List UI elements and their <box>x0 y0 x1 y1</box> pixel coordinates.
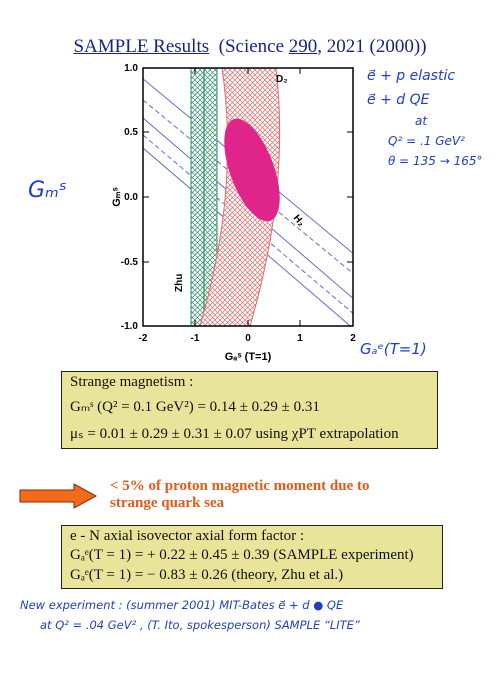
y-ticks <box>143 131 353 263</box>
d2-band-label: D₂ <box>276 74 288 85</box>
box2-sample-result: Gₐᵉ(T = 1) = + 0.22 ± 0.45 ± 0.39 (SAMPL… <box>70 547 414 563</box>
y-tick-label: -1.0 <box>121 321 139 332</box>
orange-arrow-icon <box>19 483 98 509</box>
axial-form-factor-box: e - N axial isovector axial form factor … <box>61 525 443 589</box>
title-main: SAMPLE Results <box>73 36 210 57</box>
arrow-text-line2: strange quark sea <box>110 495 225 511</box>
footer-note-line1: New experiment : (summer 2001) MIT-Bates… <box>20 598 344 612</box>
note-at: at <box>415 114 428 128</box>
note-gms: Gₘˢ <box>28 178 67 203</box>
slide-title: SAMPLE Results (Science 290, 2021 (2000)… <box>0 36 500 58</box>
x-tick-label: -1 <box>191 333 200 344</box>
box1-gms-result: Gₘˢ (Q² = 0.1 GeV²) = 0.14 ± 0.29 ± 0.31 <box>70 399 320 415</box>
title-ref-volume: 290 <box>288 36 318 57</box>
x-tick-label: 0 <box>245 333 251 344</box>
footer-note-line2: at Q² = .04 GeV² , (T. Ito, spokesperson… <box>40 618 360 632</box>
note-q2: Q² = .1 GeV² <box>388 134 465 148</box>
arrow-text-line1: < 5% of proton magnetic moment due to <box>110 478 370 494</box>
note-theta: θ = 135 → 165° <box>388 154 483 168</box>
title-ref-suffix: , 2021 (2000)) <box>317 36 427 57</box>
box2-theory-result: Gₐᵉ(T = 1) = − 0.83 ± 0.26 (theory, Zhu … <box>70 567 344 583</box>
y-tick-label: -0.5 <box>121 257 139 268</box>
strange-magnetism-box: Strange magnetism : Gₘˢ (Q² = 0.1 GeV²) … <box>61 371 438 449</box>
h2-band-label: H₂ <box>291 213 307 229</box>
note-ep-elastic: e⃗ + p elastic <box>367 68 456 84</box>
y-axis-label: Gₘˢ <box>111 187 123 207</box>
note-ed-qe: e⃗ + d QE <box>367 92 430 108</box>
x-axis-label: Gₐˢ (T=1) <box>225 351 272 363</box>
title-ref-prefix: (Science <box>218 36 289 57</box>
combined-ellipse <box>224 118 280 222</box>
x-tick-label: -2 <box>139 333 148 344</box>
zhu-band-label: Zhu <box>174 274 185 292</box>
note-gae: Gₐᵉ(T=1) <box>360 340 427 358</box>
y-tick-label: 1.0 <box>124 63 138 74</box>
contour-plot: -2 -1 0 1 2 1.0 0.5 0.0 -0.5 -1.0 Gₐˢ (T… <box>111 63 356 363</box>
box2-heading: e - N axial isovector axial form factor … <box>70 528 305 544</box>
y-tick-label: 0.0 <box>124 192 138 203</box>
x-tick-label: 1 <box>297 333 303 344</box>
x-tick-label: 2 <box>350 333 356 344</box>
box1-heading: Strange magnetism : <box>70 374 194 390</box>
box1-mus-result: μₛ = 0.01 ± 0.29 ± 0.31 ± 0.07 using χPT… <box>70 426 399 442</box>
x-ticks <box>142 68 354 326</box>
y-tick-label: 0.5 <box>124 127 138 138</box>
